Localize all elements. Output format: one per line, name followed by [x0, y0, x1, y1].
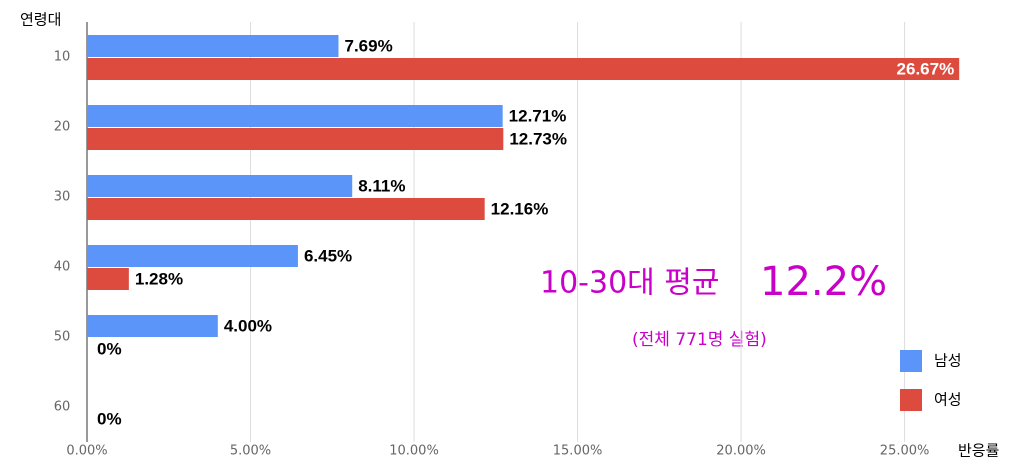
y-tick-label: 20: [54, 120, 71, 135]
bar: [87, 128, 504, 150]
x-tick-label: 10.00%: [389, 444, 439, 459]
data-label: 1.28%: [135, 269, 183, 288]
data-label: 0%: [97, 339, 122, 358]
legend-swatch: [900, 389, 922, 411]
x-tick-label: 15.00%: [553, 444, 603, 459]
bar: [87, 245, 298, 267]
legend-swatch: [900, 350, 922, 372]
data-label: 6.45%: [304, 246, 352, 265]
x-tick-label: 20.00%: [716, 444, 766, 459]
x-tick-label: 5.00%: [230, 444, 271, 459]
x-tick-label: 25.00%: [880, 444, 930, 459]
data-label: 8.11%: [358, 176, 405, 195]
y-tick-label: 50: [54, 330, 71, 345]
legend-label: 여성: [934, 391, 962, 409]
data-label: 7.69%: [344, 36, 392, 55]
x-axis-title: 반응률: [958, 442, 1000, 460]
data-label: 4.00%: [224, 316, 272, 335]
bar: [87, 35, 339, 57]
x-tick-label: 0.00%: [66, 444, 107, 459]
annotation-note: (전체 771명 실험): [632, 330, 767, 350]
data-label: 26.67%: [897, 59, 955, 78]
data-label: 12.73%: [509, 129, 567, 148]
annotation: 10-30대 평균: [540, 266, 720, 301]
bar: [87, 175, 353, 197]
legend-label: 남성: [934, 352, 962, 370]
y-tick-label: 10: [54, 50, 71, 65]
annotation-highlight: 12.2%: [760, 259, 887, 305]
bar: [87, 105, 503, 127]
bar: [87, 268, 129, 290]
bar: [87, 58, 960, 80]
data-label: 12.71%: [509, 106, 567, 125]
bar: [87, 198, 485, 220]
data-label: 0%: [97, 409, 122, 428]
y-axis-title: 연령대: [20, 11, 61, 29]
y-tick-label: 60: [54, 400, 71, 415]
bar: [87, 315, 218, 337]
y-tick-label: 30: [54, 190, 71, 205]
data-label: 12.16%: [491, 199, 549, 218]
y-tick-label: 40: [54, 260, 71, 275]
